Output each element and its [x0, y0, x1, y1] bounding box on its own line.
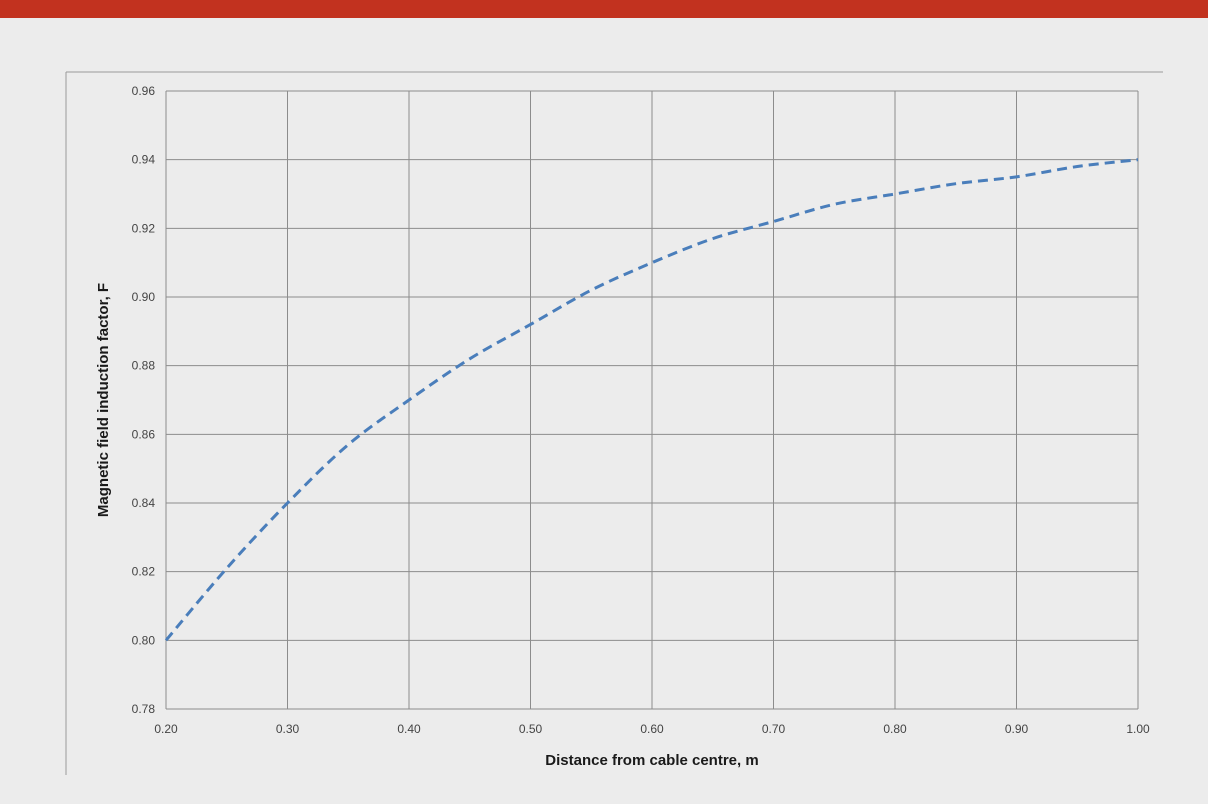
- y-tick-label: 0.88: [132, 359, 156, 373]
- x-tick-label: 0.80: [883, 722, 907, 736]
- chart-grid: [165, 90, 1139, 710]
- x-tick-label: 0.20: [154, 722, 178, 736]
- x-axis-ticks: 0.20 0.30 0.40 0.50 0.60 0.70 0.80 0.90 1.00: [154, 722, 1150, 736]
- series-line: [164, 158, 1139, 642]
- y-tick-label: 0.92: [132, 221, 156, 235]
- x-tick-label: 0.90: [1005, 722, 1029, 736]
- y-tick-label: 0.80: [132, 633, 156, 647]
- y-axis-title: Magnetic field induction factor, F: [95, 283, 112, 517]
- chart-series: [164, 158, 1139, 642]
- y-tick-label: 0.86: [132, 427, 156, 441]
- y-tick-label: 0.90: [132, 290, 156, 304]
- y-tick-label: 0.84: [132, 496, 156, 510]
- x-tick-label: 0.30: [276, 722, 300, 736]
- x-tick-label: 0.50: [519, 722, 543, 736]
- y-axis-ticks: 0.78 0.80 0.82 0.84 0.86 0.88 0.90 0.92 0.94 0.96: [132, 84, 156, 716]
- chart-frame: [65, 71, 1163, 775]
- y-tick-label: 0.78: [132, 702, 156, 716]
- y-tick-label: 0.82: [132, 565, 156, 579]
- top-accent-bar: [0, 0, 1208, 18]
- x-tick-label: 0.40: [397, 722, 421, 736]
- x-tick-label: 0.70: [762, 722, 786, 736]
- y-tick-label: 0.94: [132, 153, 156, 167]
- x-tick-label: 1.00: [1126, 722, 1150, 736]
- x-tick-label: 0.60: [640, 722, 664, 736]
- y-tick-label: 0.96: [132, 84, 156, 98]
- x-axis-title: Distance from cable centre, m: [545, 752, 758, 769]
